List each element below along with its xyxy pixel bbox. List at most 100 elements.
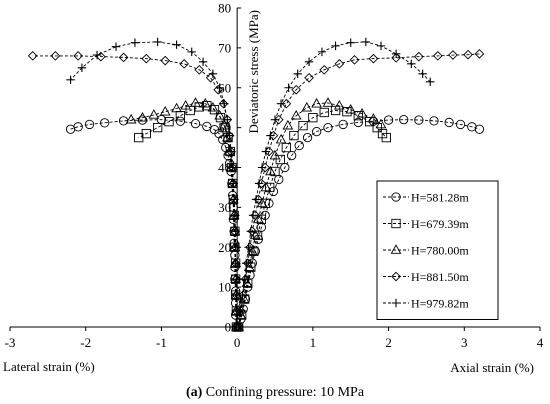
data-point (474, 124, 485, 134)
legend-marker (391, 271, 401, 282)
data-point (242, 259, 251, 268)
data-point (205, 72, 216, 83)
x-tick-label: 3 (461, 335, 468, 350)
data-point (215, 83, 224, 92)
data-point (50, 51, 61, 61)
data-point (301, 101, 313, 112)
data-point (134, 132, 144, 143)
data-point (232, 306, 241, 316)
data-point (274, 174, 284, 185)
data-point (260, 198, 270, 209)
y-tick-label: 20 (218, 240, 231, 255)
data-point (65, 124, 76, 134)
data-point (361, 37, 371, 47)
data-point (118, 52, 129, 63)
legend-marker (390, 244, 402, 254)
caption-text: Confining pressure: 10 MPa (202, 385, 365, 400)
data-point (152, 122, 163, 133)
data-point (448, 50, 458, 60)
data-point (281, 98, 292, 109)
data-point (185, 105, 195, 116)
legend-marker (391, 218, 401, 229)
data-point (228, 163, 237, 172)
data-point (179, 58, 189, 69)
data-point (376, 41, 386, 51)
data-point (276, 99, 286, 108)
data-point (190, 97, 201, 107)
data-point (202, 121, 212, 132)
data-point (226, 147, 236, 156)
legend: H=581.28m H=679.39m H=780.00m H=881.50m H=97… (376, 180, 499, 320)
data-point (432, 51, 443, 61)
data-point (270, 166, 280, 177)
data-point (304, 57, 314, 67)
data-point (254, 179, 264, 188)
data-point (375, 118, 387, 129)
data-point (266, 131, 275, 140)
legend-label: H=679.39m (411, 217, 469, 231)
data-point (261, 147, 271, 156)
data-point (214, 109, 226, 120)
data-point (311, 97, 323, 108)
data-point (399, 115, 409, 125)
x-axis-title-left: Lateral strain (%) (3, 359, 95, 374)
data-point (414, 115, 424, 125)
x-tick-label: 2 (385, 335, 392, 350)
legend-label: H=581.28m (411, 191, 469, 205)
data-point (291, 84, 302, 95)
data-point (429, 116, 439, 126)
data-point (66, 75, 75, 84)
data-point (207, 101, 219, 112)
series-line-lateral (32, 55, 237, 327)
series-H=679.39m (134, 101, 391, 332)
data-point (92, 50, 102, 60)
data-point (331, 41, 340, 51)
data-point (391, 53, 401, 63)
x-tick-label: -2 (80, 335, 91, 350)
data-point (333, 99, 345, 110)
data-point (252, 230, 263, 240)
data-point (407, 59, 416, 69)
data-point (199, 97, 211, 108)
legend-label: H=780.00m (411, 244, 469, 258)
data-point (463, 49, 473, 60)
chart-caption: (a) Confining pressure: 10 MPa (186, 385, 365, 400)
y-tick-label: 60 (218, 80, 231, 95)
y-tick-label: 0 (225, 320, 232, 335)
x-tick-label: 0 (234, 335, 241, 350)
data-point (334, 58, 345, 69)
series-line-lateral (70, 119, 237, 328)
data-point (426, 77, 435, 86)
data-point (345, 103, 357, 114)
data-point (220, 99, 229, 108)
data-point (148, 109, 160, 119)
legend-item: H=679.39m (383, 217, 469, 231)
data-point (275, 154, 285, 165)
data-point (319, 64, 330, 75)
data-point (198, 57, 208, 67)
data-point (383, 115, 394, 125)
y-tick-label: 70 (218, 40, 231, 55)
data-point (308, 113, 318, 123)
data-point (290, 109, 302, 120)
x-tick-label: -3 (5, 335, 16, 350)
data-point (141, 53, 152, 64)
data-point (187, 47, 196, 57)
data-point (368, 53, 379, 64)
data-point (160, 55, 171, 66)
y-tick-label: 30 (218, 200, 231, 215)
data-point (230, 211, 240, 220)
data-point (73, 51, 83, 61)
data-point (265, 165, 276, 176)
y-axis-title: Deviatoric stress (MPa) (246, 10, 261, 133)
data-point (159, 105, 171, 116)
legend-marker (391, 192, 401, 202)
data-point (353, 111, 363, 121)
data-point (353, 117, 363, 128)
x-tick-label: -1 (156, 335, 167, 350)
legend-box (376, 180, 499, 320)
data-point (232, 290, 241, 300)
data-point (257, 163, 267, 172)
caption-label: (a) (186, 385, 203, 400)
